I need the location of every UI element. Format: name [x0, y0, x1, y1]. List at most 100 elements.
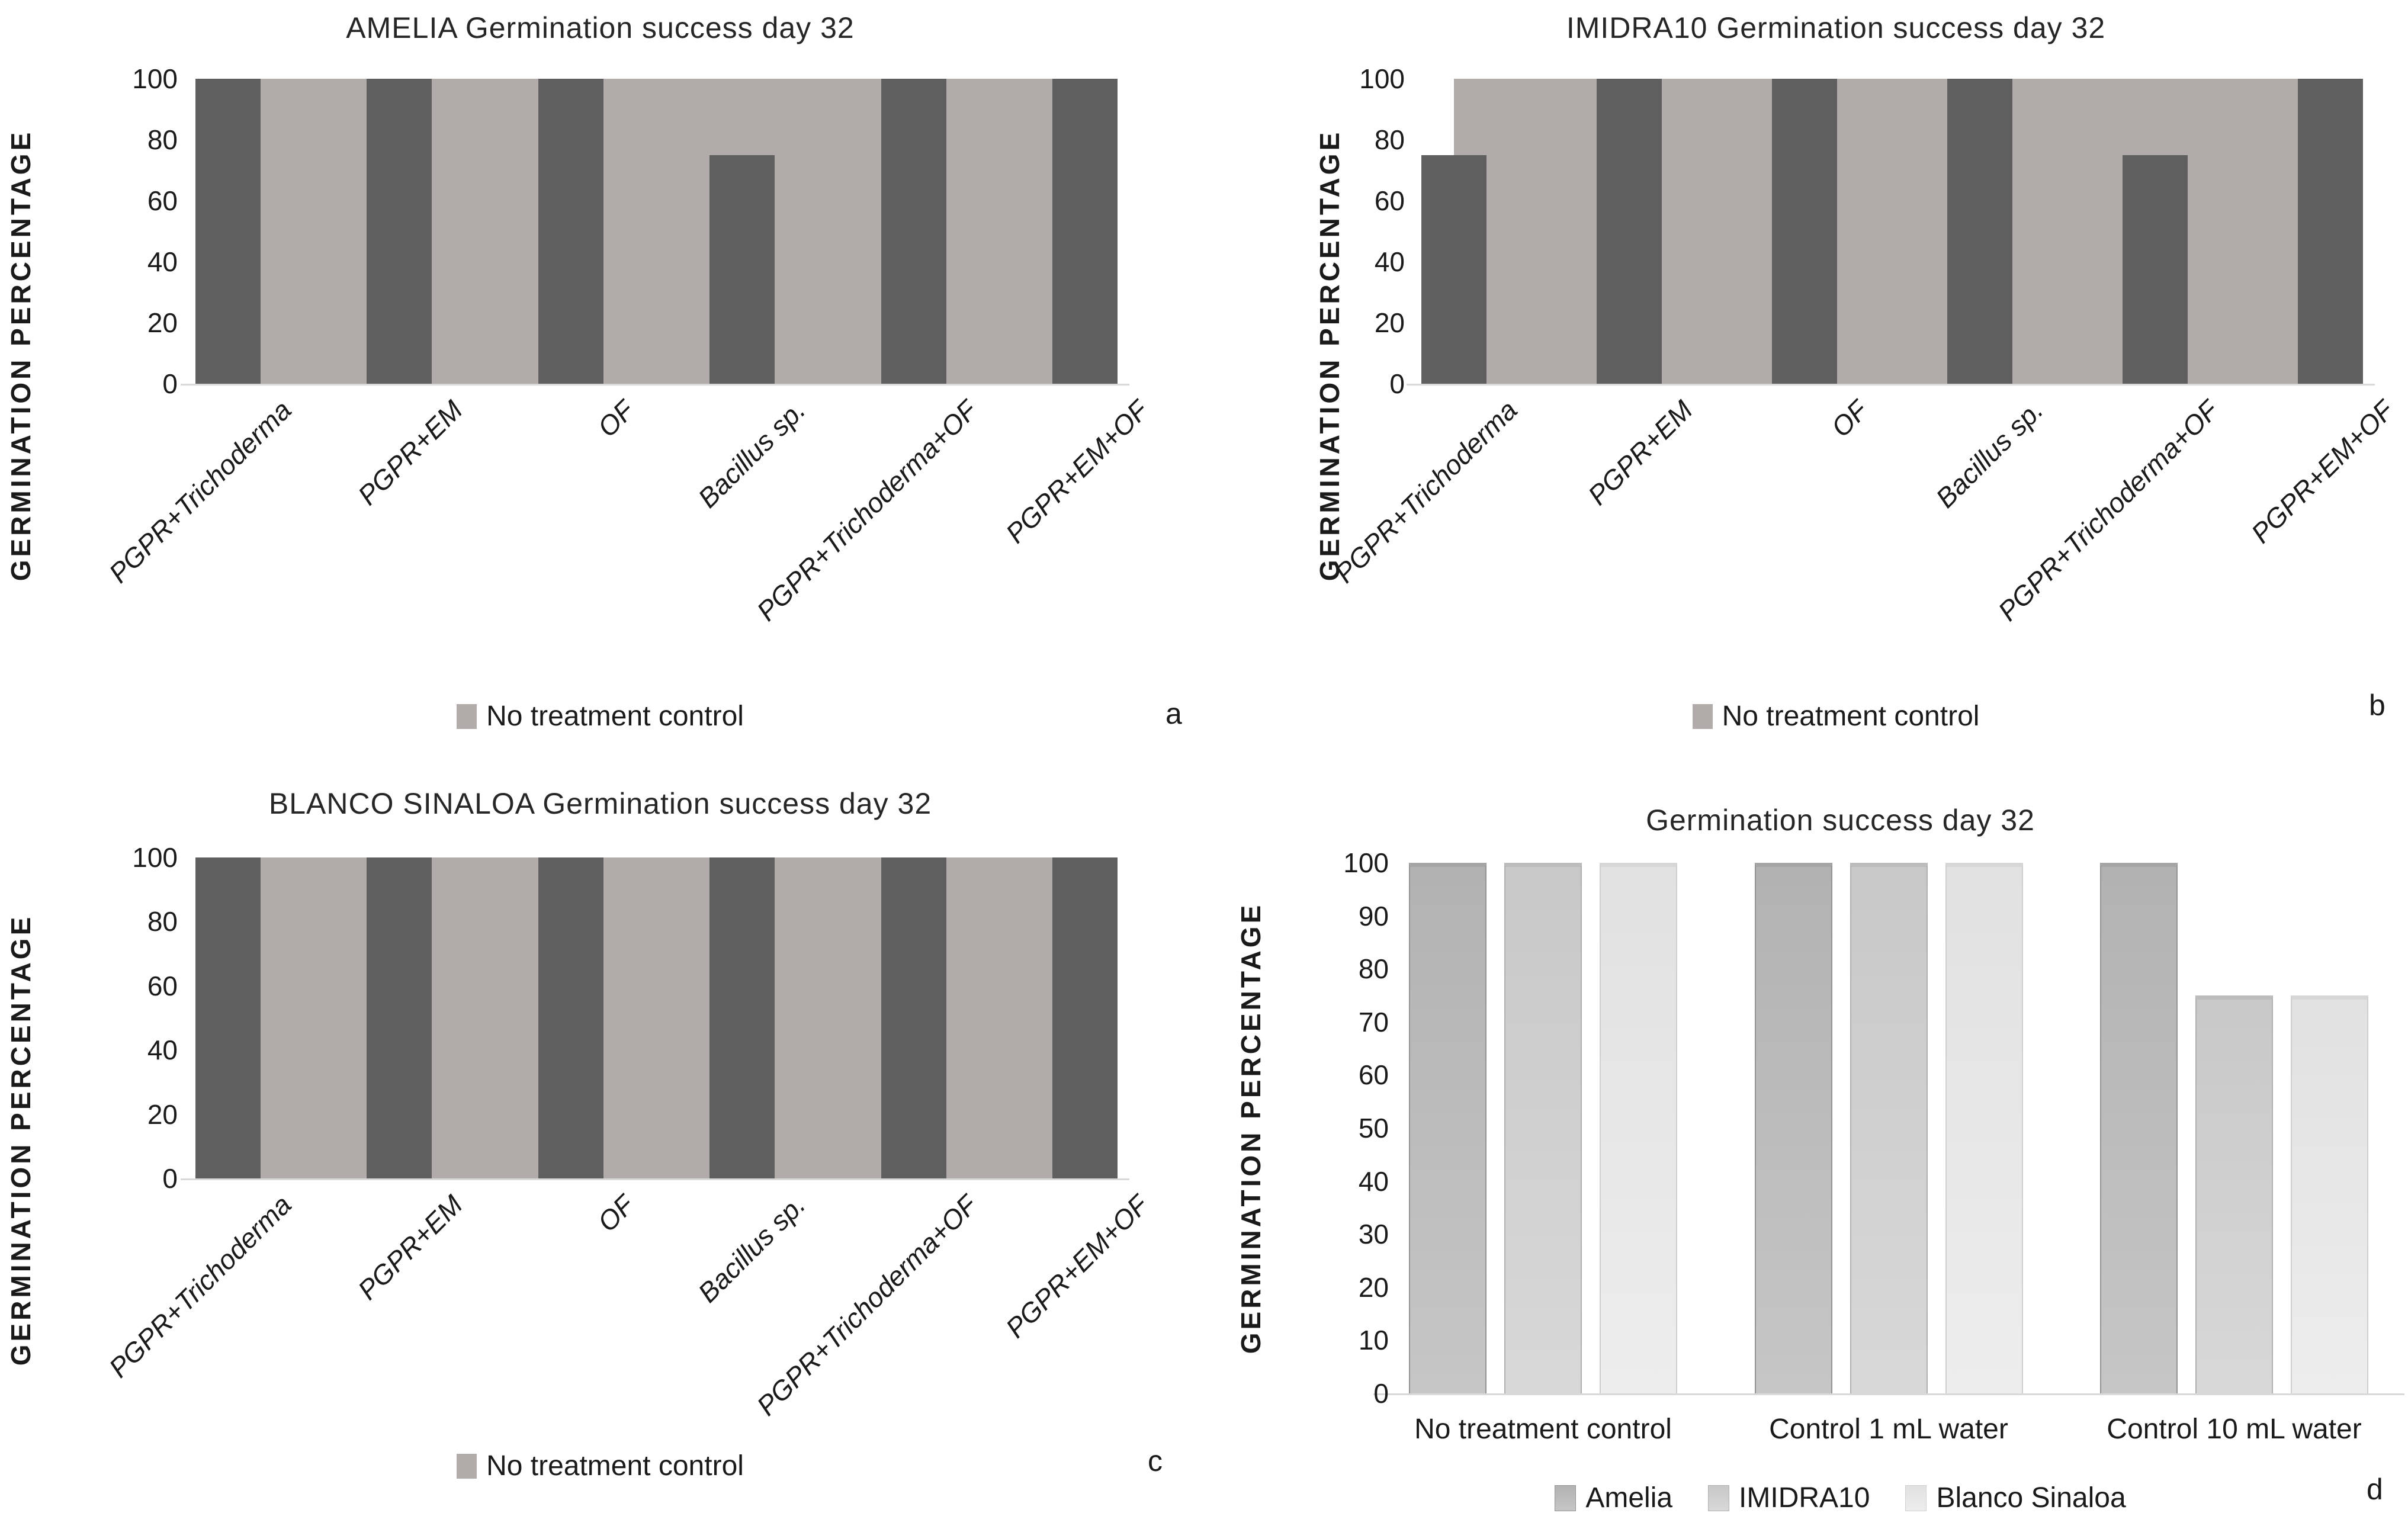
- y-tick-label: 0: [162, 368, 178, 399]
- bar-imidra10: [1850, 863, 1928, 1393]
- legend-swatch-control: [1692, 704, 1713, 729]
- panel-letter-d: d: [2367, 1473, 2383, 1506]
- control-band-no-treatment-control: [1454, 79, 2363, 384]
- chart-d-title: Germination success day 32: [1646, 804, 2035, 837]
- bar-pgpr-trichoderma-of: [881, 857, 946, 1178]
- bar-pgpr-em-of: [1052, 857, 1118, 1178]
- x-category-label: Bacillus sp.: [692, 394, 811, 514]
- x-category-label: PGPR+EM+OF: [999, 394, 1154, 549]
- panel-letter-a: a: [1166, 697, 1182, 730]
- x-group-label: Control 1 mL water: [1769, 1414, 2008, 1445]
- bar-bacillus-sp-: [1947, 79, 2012, 384]
- x-group-label: Control 10 mL water: [2107, 1414, 2362, 1445]
- y-tick-label: 70: [1358, 1006, 1389, 1037]
- legend-swatch-amelia: [1555, 1485, 1577, 1511]
- chart-a-title: AMELIA Germination success day 32: [346, 11, 855, 44]
- x-category-label: OF: [1825, 394, 1874, 443]
- x-category-label: PGPR+Trichoderma: [1328, 394, 1523, 589]
- legend-item-amelia: Amelia: [1555, 1482, 1672, 1514]
- bar-bacillus-sp-: [709, 857, 775, 1178]
- bar-blanco-sinaloa: [1600, 863, 1677, 1393]
- chart-d-y-axis-label: GERMINATION PERCENTAGE: [1235, 902, 1266, 1354]
- chart-c-legend: No treatment control: [83, 1450, 1118, 1482]
- legend-label: IMIDRA10: [1739, 1482, 1870, 1514]
- y-tick-label: 40: [1358, 1165, 1389, 1197]
- x-category-label: PGPR+EM+OF: [999, 1189, 1154, 1344]
- x-category-label: PGPR+Trichoderma+OF: [1992, 394, 2224, 627]
- chart-b-legend: No treatment control: [1309, 700, 2363, 733]
- y-tick-label: 0: [1389, 368, 1405, 399]
- bar-pgpr-em: [1597, 79, 1662, 384]
- bar-amelia: [1754, 863, 1832, 1393]
- y-tick-label: 0: [1373, 1378, 1389, 1409]
- y-tick-label: 30: [1358, 1219, 1389, 1250]
- chart-a-legend: No treatment control: [83, 700, 1118, 733]
- x-category-label: PGPR+EM: [352, 1189, 469, 1306]
- x-axis-baseline: [1407, 384, 2375, 386]
- legend-label: No treatment control: [486, 701, 744, 732]
- y-tick-label: 20: [147, 1098, 178, 1130]
- legend-item-imidra10: IMIDRA10: [1708, 1482, 1870, 1514]
- bar-of: [1772, 79, 1837, 384]
- legend-label: Blanco Sinaloa: [1936, 1482, 2126, 1514]
- chart-c-title: BLANCO SINALOA Germination success day 3…: [268, 787, 932, 820]
- y-tick-label: 90: [1358, 900, 1389, 931]
- legend-label: No treatment control: [486, 1450, 744, 1482]
- bar-pgpr-trichoderma-of: [2123, 155, 2188, 384]
- x-category-label: PGPR+Trichoderma: [102, 1189, 297, 1384]
- legend-item: No treatment control: [1692, 700, 1980, 733]
- x-category-label: PGPR+EM: [1582, 394, 1699, 511]
- y-tick-label: 50: [1358, 1113, 1389, 1143]
- y-tick-label: 0: [162, 1163, 178, 1194]
- x-category-label: PGPR+Trichoderma+OF: [750, 1189, 983, 1422]
- chart-c-y-axis-label: GERMINATION PERCENTAGE: [5, 914, 36, 1366]
- bar-amelia: [2100, 863, 2178, 1393]
- bar-pgpr-trichoderma-of: [881, 79, 946, 384]
- bar-blanco-sinaloa: [1945, 863, 2023, 1393]
- y-tick-label: 80: [1358, 953, 1389, 985]
- legend-item-blanco-sinaloa: Blanco Sinaloa: [1905, 1482, 2126, 1514]
- y-tick-label: 60: [1374, 185, 1405, 216]
- bar-pgpr-trichoderma: [195, 857, 261, 1178]
- legend-swatch-control: [457, 704, 477, 729]
- legend-label: No treatment control: [1722, 701, 1980, 732]
- x-category-label: OF: [591, 394, 640, 443]
- legend-item: No treatment control: [457, 700, 744, 733]
- y-tick-label: 60: [147, 185, 178, 216]
- legend-item: No treatment control: [457, 1450, 744, 1482]
- bar-bacillus-sp-: [709, 155, 775, 384]
- control-band-no-treatment-control: [228, 857, 1118, 1178]
- y-tick-label: 100: [1343, 847, 1389, 878]
- bar-pgpr-em-of: [1052, 79, 1118, 384]
- y-tick-label: 20: [1358, 1271, 1389, 1303]
- legend-swatch-control: [457, 1453, 477, 1479]
- panel-letter-b: b: [2369, 689, 2385, 722]
- bar-amelia: [1409, 863, 1486, 1393]
- bar-imidra10: [2195, 995, 2273, 1393]
- bar-blanco-sinaloa: [2291, 995, 2368, 1393]
- y-tick-label: 80: [1374, 124, 1405, 155]
- y-tick-label: 20: [1374, 307, 1405, 338]
- y-tick-label: 40: [147, 1035, 178, 1066]
- y-tick-label: 60: [1358, 1059, 1389, 1091]
- x-category-label: Bacillus sp.: [692, 1189, 811, 1309]
- bar-of: [538, 857, 603, 1178]
- bar-imidra10: [1504, 863, 1582, 1393]
- bar-pgpr-trichoderma: [1421, 155, 1486, 384]
- control-band-no-treatment-control: [228, 79, 1118, 384]
- x-category-label: Bacillus sp.: [1929, 394, 2049, 514]
- y-tick-label: 20: [147, 307, 178, 338]
- bar-pgpr-trichoderma: [195, 79, 261, 384]
- y-tick-label: 40: [147, 246, 178, 277]
- panel-letter-c: c: [1148, 1444, 1163, 1477]
- bar-pgpr-em: [367, 79, 432, 384]
- x-axis-baseline: [181, 384, 1129, 386]
- y-tick-label: 100: [132, 63, 178, 94]
- x-axis-baseline: [1373, 1393, 2404, 1395]
- legend-label: Amelia: [1585, 1482, 1673, 1514]
- y-tick-label: 100: [132, 842, 178, 873]
- chart-d-legend: Amelia IMIDRA10 Blanco Sinaloa: [1294, 1482, 2387, 1514]
- bar-of: [538, 79, 603, 384]
- x-category-label: PGPR+EM+OF: [2245, 394, 2400, 549]
